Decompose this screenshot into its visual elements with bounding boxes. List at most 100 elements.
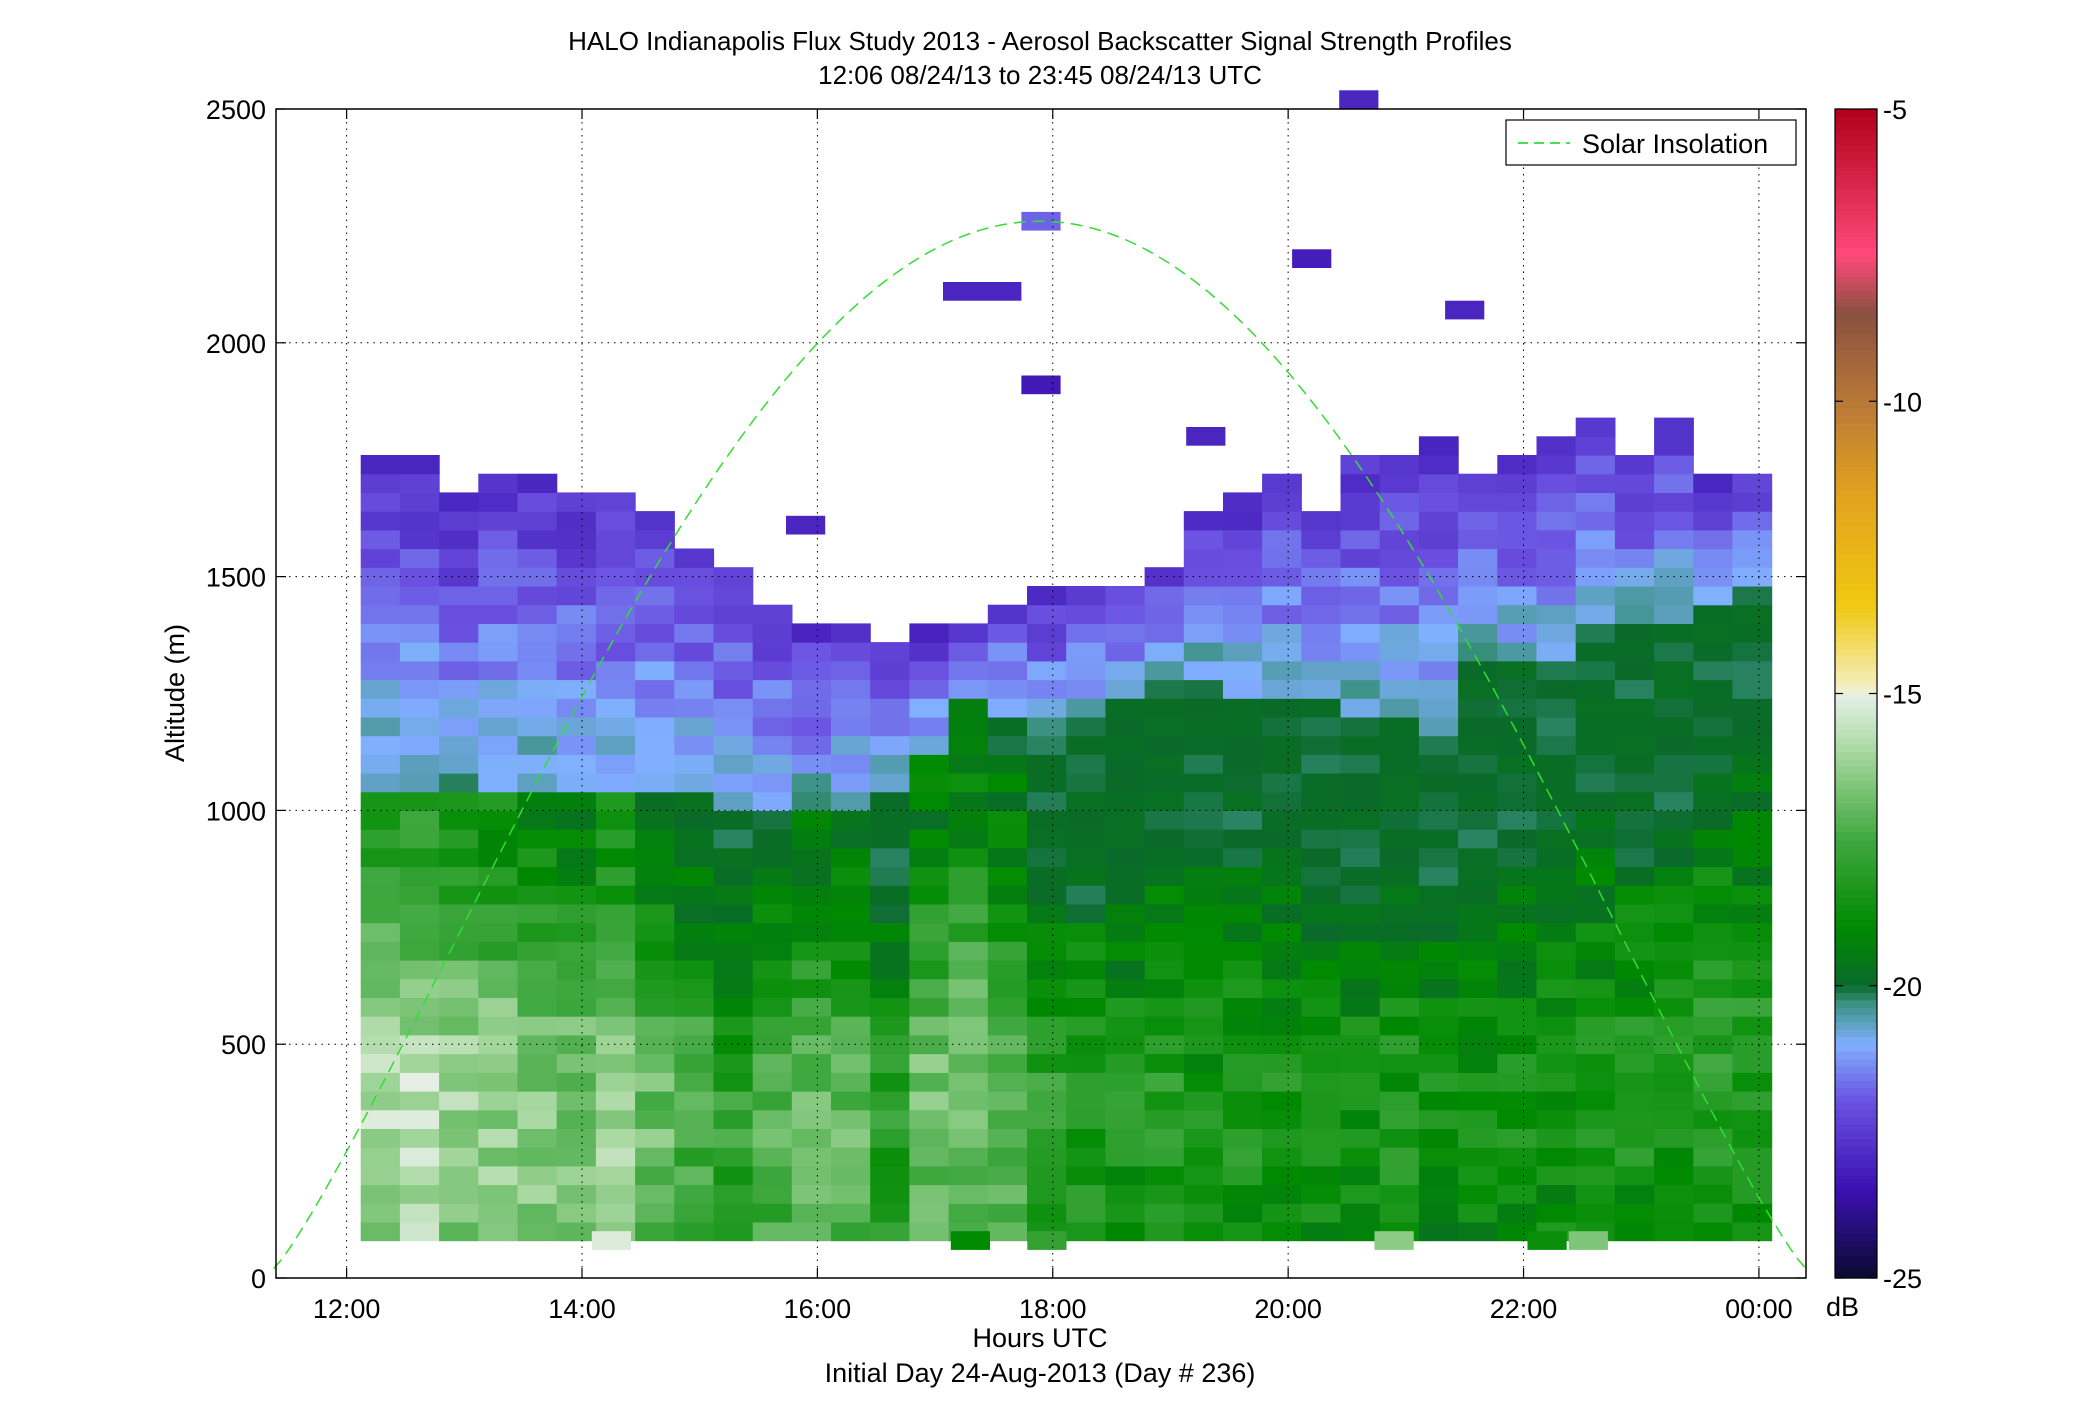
heatmap-cell [1693,735,1734,755]
heatmap-cell [595,1165,636,1186]
heatmap-cell [399,455,440,475]
heatmap-cell [752,716,793,737]
heatmap-cell [1066,623,1106,643]
heatmap-cell [360,548,401,568]
heatmap-cell [1614,1109,1655,1129]
heatmap-cell [870,1053,910,1073]
colorbar-segment [1835,1036,1877,1045]
heatmap-cell [1183,960,1224,980]
heatmap-cell [1732,698,1773,718]
heatmap-cell [791,810,832,830]
heatmap-cell [1183,586,1224,606]
heatmap-cell [1458,1203,1498,1223]
colorbar-segment [1835,671,1877,680]
heatmap-cell [674,586,715,606]
heatmap-cell [909,960,950,980]
heatmap-cell [1105,960,1146,980]
heatmap-cell [1183,567,1224,587]
colorbar-segment [1835,613,1877,622]
heatmap-cell [478,829,519,849]
heatmap-cell [987,679,1028,699]
heatmap-cell [791,978,832,998]
heatmap-cell [595,529,636,550]
heatmap-cell [909,735,950,755]
heatmap-cell [674,922,715,942]
heatmap-cell [1105,978,1146,998]
heatmap-cell [556,1072,597,1092]
heatmap-cell [713,1184,754,1204]
heatmap-cell [1340,735,1381,755]
colorbar-segment [1835,1204,1877,1213]
heatmap-cell [1066,604,1106,624]
colorbar-segment [1835,576,1877,585]
heatmap-cell [1066,754,1106,774]
heatmap-cell [791,716,832,737]
heatmap-cell [439,1221,479,1242]
heatmap-cell [1418,829,1459,849]
heatmap-cell [478,1184,519,1204]
colorbar-segment [1835,839,1877,848]
heatmap-cell [1693,473,1734,493]
heatmap-cell [360,791,401,811]
heatmap-cell [987,735,1028,755]
heatmap-cell [870,866,910,886]
heatmap-cell [1654,679,1694,699]
heatmap-cell [831,1034,871,1055]
heatmap-cell [478,810,519,830]
heatmap-cell [1732,492,1773,512]
heatmap-cell [1027,1203,1067,1223]
heatmap-cell [1105,623,1146,643]
heatmap-cell [752,1203,793,1223]
heatmap-cell [1654,847,1694,868]
heatmap-cell [556,960,597,980]
heatmap-cell [1575,455,1616,475]
heatmap-cell [595,1147,636,1167]
heatmap-cell [595,1128,636,1148]
heatmap-cell [1614,492,1655,512]
x-tick-label: 16:00 [784,1294,852,1324]
heatmap-cell [1654,903,1694,924]
heatmap-cell [1418,473,1459,493]
heatmap-cell [831,866,871,886]
heatmap-cell [1418,492,1459,512]
heatmap-cell [478,978,519,998]
heatmap-cell [635,997,675,1017]
heatmap-cell [1301,1072,1342,1092]
heatmap-cell [1575,586,1616,606]
heatmap-cell [556,829,597,849]
heatmap-cell [831,735,871,755]
heatmap-cell [1575,623,1616,643]
heatmap-cell [556,1184,597,1204]
colorbar-segment [1835,160,1877,169]
heatmap-cell [1144,586,1185,606]
heatmap-cell [674,698,715,718]
heatmap-cell [791,773,832,793]
heatmap-cell [987,773,1028,793]
heatmap-cell [713,1128,754,1148]
y-tick-label: 1000 [206,796,266,826]
heatmap-cell [1614,716,1655,737]
heatmap-cell [1105,754,1146,774]
heatmap-cell [831,829,871,849]
heatmap-cell [1301,1221,1342,1242]
heatmap-cell [1144,1091,1185,1111]
heatmap-cell [360,1128,401,1148]
heatmap-cell [360,960,401,980]
heatmap-cell [1066,1072,1106,1092]
heatmap-cell [1654,960,1694,980]
heatmap-cell [1223,1034,1263,1055]
heatmap-cell [1458,1034,1498,1055]
heatmap-cell [1066,679,1106,699]
heatmap-cell [439,511,479,531]
heatmap-cell [635,1072,675,1092]
heatmap-cell [595,698,636,718]
heatmap-cell [948,885,989,905]
heatmap-cell [1536,847,1577,868]
heatmap-cell [1458,1053,1498,1073]
heatmap-cell [752,1109,793,1129]
heatmap-cell [478,1165,519,1186]
heatmap-cell [909,922,950,942]
heatmap-cell [1144,1165,1185,1186]
heatmap-cell [674,978,715,998]
heatmap-cell [1418,642,1459,662]
